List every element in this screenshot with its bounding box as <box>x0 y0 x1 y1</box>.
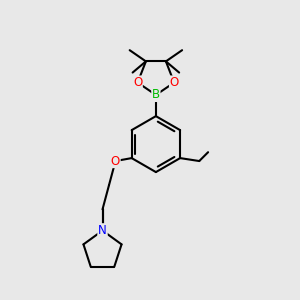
Text: N: N <box>98 224 107 237</box>
Text: N: N <box>98 224 107 237</box>
Text: O: O <box>169 76 179 89</box>
Text: B: B <box>152 88 160 101</box>
Text: O: O <box>133 76 142 89</box>
Text: O: O <box>111 154 120 167</box>
